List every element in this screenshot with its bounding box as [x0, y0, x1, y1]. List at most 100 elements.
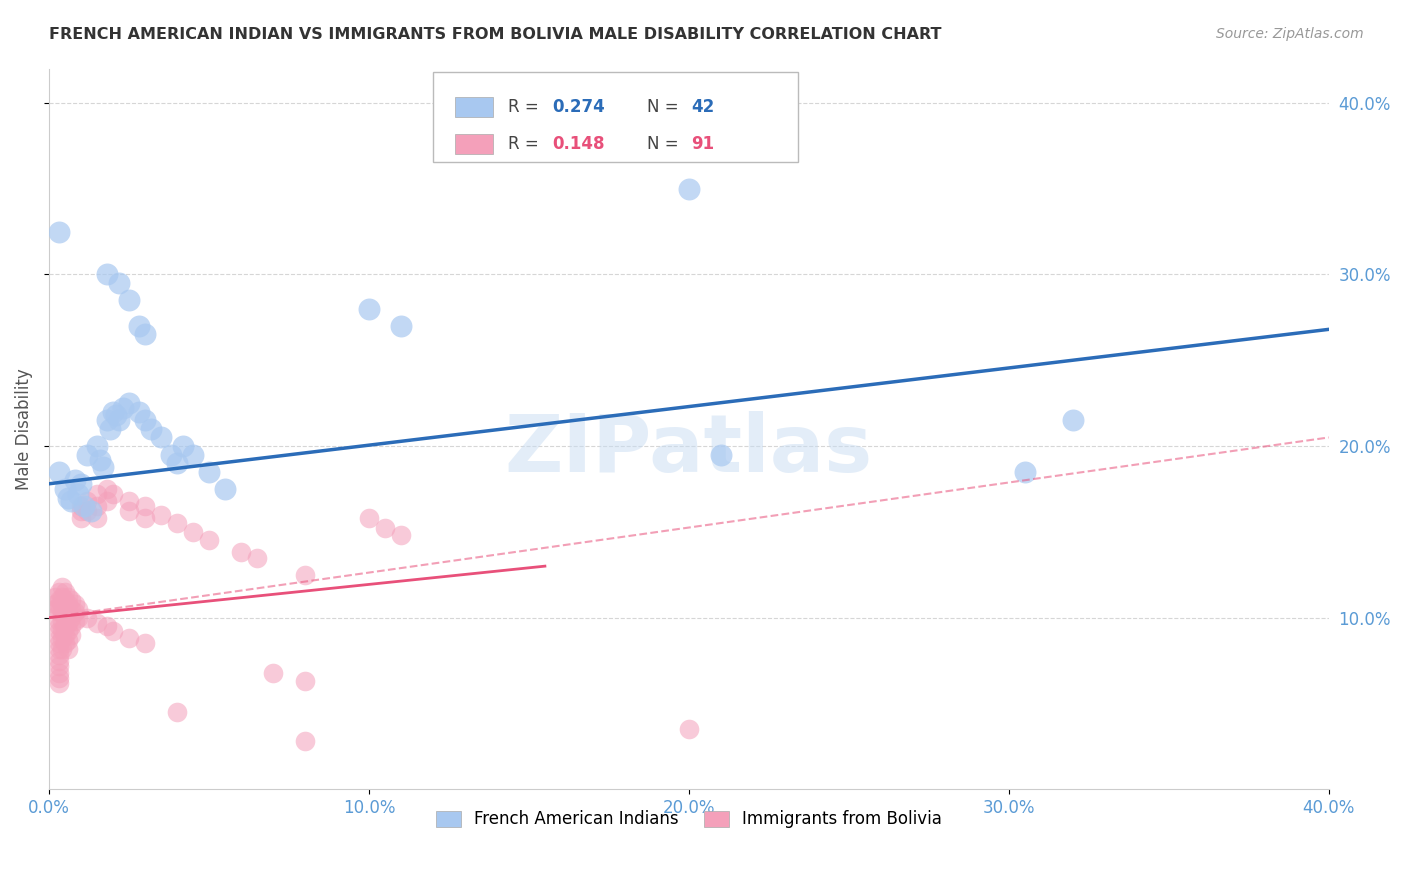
Point [111, 401, 134, 416]
Point [86, 499, 108, 513]
Point [48, 648, 70, 663]
Point [53, 610, 76, 624]
Point [48, 636, 70, 650]
Point [53, 585, 76, 599]
Point [48, 619, 70, 633]
Point [48, 676, 70, 690]
Point [118, 504, 141, 518]
Point [51, 623, 73, 637]
Y-axis label: Male Disability: Male Disability [15, 368, 32, 490]
Point [294, 567, 316, 582]
Point [56, 632, 79, 647]
Point [48, 585, 70, 599]
Point [44, 590, 66, 604]
Point [60, 602, 83, 616]
Point [93, 459, 115, 474]
Point [101, 624, 124, 639]
Point [134, 327, 156, 342]
Point [44, 597, 66, 611]
Point [108, 276, 131, 290]
Legend: French American Indians, Immigrants from Bolivia: French American Indians, Immigrants from… [429, 804, 949, 835]
Point [89, 452, 111, 467]
Point [63, 474, 86, 488]
Point [229, 545, 252, 559]
Text: R =: R = [509, 135, 544, 153]
Point [96, 482, 118, 496]
Point [86, 511, 108, 525]
Point [53, 619, 76, 633]
Point [51, 606, 73, 620]
FancyBboxPatch shape [454, 97, 494, 118]
Point [51, 631, 73, 645]
Point [53, 636, 76, 650]
Point [76, 448, 98, 462]
Point [214, 482, 236, 496]
Point [63, 597, 86, 611]
Point [70, 476, 93, 491]
Text: FRENCH AMERICAN INDIAN VS IMMIGRANTS FROM BOLIVIA MALE DISABILITY CORRELATION CH: FRENCH AMERICAN INDIAN VS IMMIGRANTS FRO… [49, 27, 942, 42]
Point [166, 516, 188, 531]
Point [48, 225, 70, 239]
Point [70, 499, 93, 513]
Point [357, 301, 380, 316]
Point [134, 636, 156, 650]
Point [198, 533, 221, 548]
Point [51, 641, 73, 656]
Text: 0.148: 0.148 [553, 135, 605, 153]
Point [60, 593, 83, 607]
Point [73, 499, 96, 513]
Point [56, 590, 79, 604]
Point [76, 504, 98, 518]
Point [56, 641, 79, 656]
Point [48, 465, 70, 479]
Point [149, 430, 172, 444]
Point [86, 615, 108, 630]
Point [141, 422, 163, 436]
Point [96, 494, 118, 508]
Point [76, 494, 98, 508]
Text: 42: 42 [692, 98, 714, 116]
Point [79, 504, 101, 518]
Point [96, 413, 118, 427]
Point [76, 610, 98, 624]
Point [118, 631, 141, 645]
Text: 0.274: 0.274 [553, 98, 605, 116]
Point [1062, 413, 1084, 427]
Point [246, 550, 269, 565]
Point [63, 606, 86, 620]
Point [710, 448, 733, 462]
Point [66, 487, 89, 501]
Point [134, 511, 156, 525]
Text: N =: N = [647, 98, 683, 116]
Point [44, 602, 66, 616]
Point [389, 528, 412, 542]
Point [53, 628, 76, 642]
Point [48, 671, 70, 685]
Point [128, 318, 150, 333]
Point [181, 524, 204, 539]
Point [48, 631, 70, 645]
Point [181, 448, 204, 462]
Point [149, 508, 172, 522]
Point [48, 606, 70, 620]
Point [51, 614, 73, 628]
Point [63, 614, 86, 628]
Point [198, 465, 221, 479]
Point [51, 580, 73, 594]
Point [48, 599, 70, 613]
Point [134, 499, 156, 513]
Point [48, 641, 70, 656]
Text: 91: 91 [692, 135, 714, 153]
Point [294, 734, 316, 748]
Point [101, 487, 124, 501]
Point [53, 482, 76, 496]
Point [389, 318, 412, 333]
Point [128, 405, 150, 419]
Point [56, 607, 79, 622]
Point [86, 487, 108, 501]
Point [294, 674, 316, 689]
Point [262, 665, 284, 680]
Text: Source: ZipAtlas.com: Source: ZipAtlas.com [1216, 27, 1364, 41]
Point [678, 181, 700, 195]
Point [48, 593, 70, 607]
